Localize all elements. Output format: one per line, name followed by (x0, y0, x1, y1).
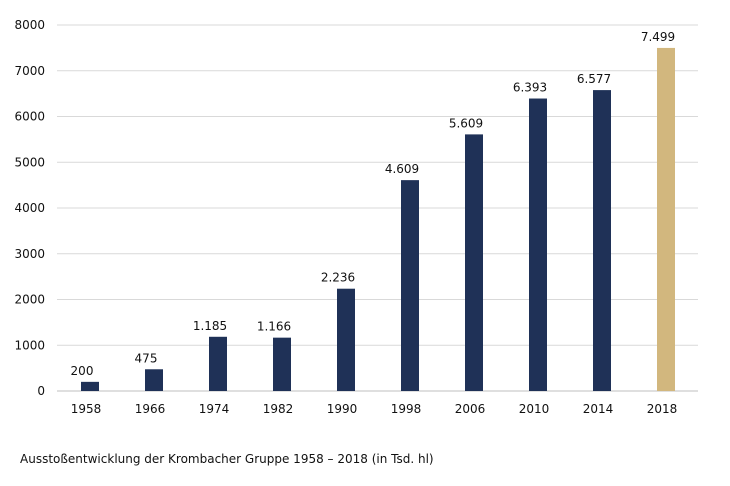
bar-1966 (145, 369, 163, 391)
y-tick-label: 2000 (14, 293, 45, 307)
x-axis-ticks: 1958 1966 1974 1982 1990 1998 2006 2010 2014 2018 (71, 402, 678, 416)
data-label-1966: 475 (135, 351, 158, 365)
grid-lines (57, 24, 698, 392)
y-axis-ticks: 0 1000 2000 3000 4000 5000 6000 7000 8000 (14, 18, 45, 398)
x-tick-label-1966: 1966 (135, 402, 166, 416)
y-tick-label: 1000 (14, 338, 45, 352)
chart-caption: Ausstoßentwicklung der Krombacher Gruppe… (20, 452, 434, 466)
data-labels: 200 475 1.185 1.166 2.236 4.609 5.609 6.393 6.57… (71, 30, 676, 378)
y-tick-label: 8000 (14, 18, 45, 32)
bar-2010 (529, 98, 547, 391)
bar-2014 (593, 90, 611, 392)
bars (81, 47, 675, 392)
bar-1958 (81, 381, 99, 391)
bar-2018 (657, 47, 675, 392)
x-tick-label-2006: 2006 (455, 402, 486, 416)
data-label-1982: 1.166 (257, 320, 291, 334)
data-label-2006: 5.609 (449, 116, 483, 130)
data-label-2018: 7.499 (641, 30, 675, 44)
x-tick-label-2018: 2018 (647, 402, 678, 416)
bar-2006 (465, 134, 483, 391)
x-tick-label-1982: 1982 (263, 402, 294, 416)
bar-1974 (209, 336, 227, 391)
data-label-1974: 1.185 (193, 319, 227, 333)
y-tick-label: 0 (37, 384, 45, 398)
x-tick-label-1990: 1990 (327, 402, 358, 416)
data-label-2010: 6.393 (513, 81, 547, 95)
y-tick-label: 5000 (14, 155, 45, 169)
y-tick-label: 7000 (14, 64, 45, 78)
data-label-1998: 4.609 (385, 162, 419, 176)
x-tick-label-2014: 2014 (583, 402, 614, 416)
bar-1998 (401, 180, 419, 391)
data-label-1958: 200 (71, 364, 94, 378)
y-tick-label: 3000 (14, 247, 45, 261)
x-tick-label-1974: 1974 (199, 402, 230, 416)
x-tick-label-2010: 2010 (519, 402, 550, 416)
data-label-1990: 2.236 (321, 271, 355, 285)
x-tick-label-1998: 1998 (391, 402, 422, 416)
bar-1990 (337, 288, 355, 391)
y-tick-label: 4000 (14, 201, 45, 215)
bar-1982 (273, 337, 291, 391)
y-tick-label: 6000 (14, 110, 45, 124)
data-label-2014: 6.577 (577, 72, 611, 86)
bar-chart: 0 1000 2000 3000 4000 5000 6000 7000 8000 200 475… (14, 18, 698, 416)
x-tick-label-1958: 1958 (71, 402, 102, 416)
